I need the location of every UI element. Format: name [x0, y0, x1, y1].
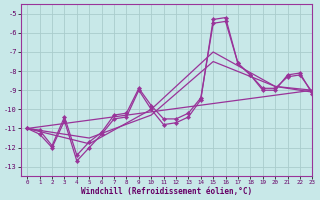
X-axis label: Windchill (Refroidissement éolien,°C): Windchill (Refroidissement éolien,°C)	[81, 187, 252, 196]
